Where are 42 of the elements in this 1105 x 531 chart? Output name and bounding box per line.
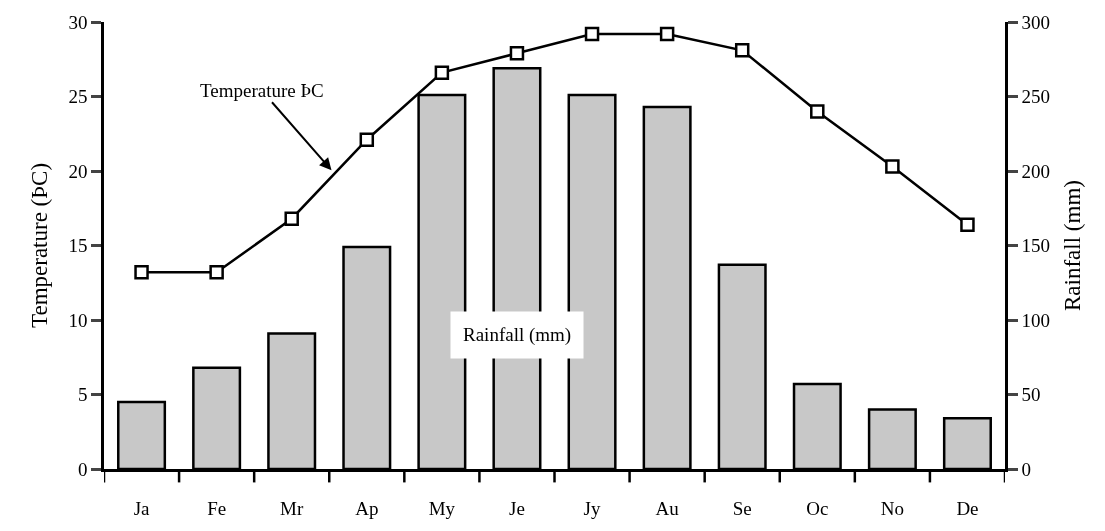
y2-tick-label: 0 — [1021, 458, 1032, 480]
y2-tick-label: 50 — [1021, 384, 1041, 406]
y2-tick-label: 100 — [1021, 309, 1051, 331]
point — [434, 65, 450, 80]
y2-tick-label: 200 — [1021, 160, 1051, 182]
x-tick-label: Fe — [207, 497, 227, 519]
point — [885, 159, 900, 174]
x-tick-label: De — [956, 497, 979, 519]
x-tick-label: Au — [655, 497, 680, 519]
x-tick-label: My — [428, 497, 456, 519]
y-tick-label: 5 — [77, 384, 88, 406]
x-tick-label: Je — [509, 497, 525, 519]
point — [359, 132, 375, 147]
series-label: Rainfall (mm) — [463, 324, 572, 346]
point — [134, 265, 149, 280]
y-tick-label: 30 — [68, 11, 88, 33]
x-tick-label: Oc — [806, 497, 829, 519]
x-tick-label: Ja — [133, 497, 151, 519]
point — [209, 265, 224, 280]
point — [734, 43, 750, 58]
point — [584, 26, 600, 42]
text: Temperature ÞC — [200, 80, 324, 101]
y-axis-title: Temperature (ÞC) — [26, 162, 52, 329]
point — [284, 211, 299, 226]
x-tick-label: Jy — [583, 497, 601, 519]
y-tick-label: 15 — [68, 235, 88, 257]
x-tick-label: Ap — [355, 497, 379, 519]
x-tick-label: Se — [732, 497, 752, 519]
x-tick-label: No — [880, 497, 904, 519]
y-tick-label: 0 — [77, 458, 88, 480]
y2-axis-title: Rainfall (mm) — [1059, 180, 1085, 311]
y-tick-label: 25 — [68, 86, 88, 108]
x-tick-label: Mr — [280, 497, 304, 519]
y2-tick-label: 250 — [1021, 86, 1051, 108]
y2-tick-label: 150 — [1021, 235, 1051, 257]
y-tick-label: 20 — [68, 160, 88, 182]
point — [509, 46, 525, 61]
y-tick-label: 10 — [68, 309, 88, 331]
point — [659, 26, 675, 42]
point — [960, 217, 975, 232]
point — [810, 104, 825, 119]
y2-tick-label: 300 — [1021, 11, 1051, 33]
